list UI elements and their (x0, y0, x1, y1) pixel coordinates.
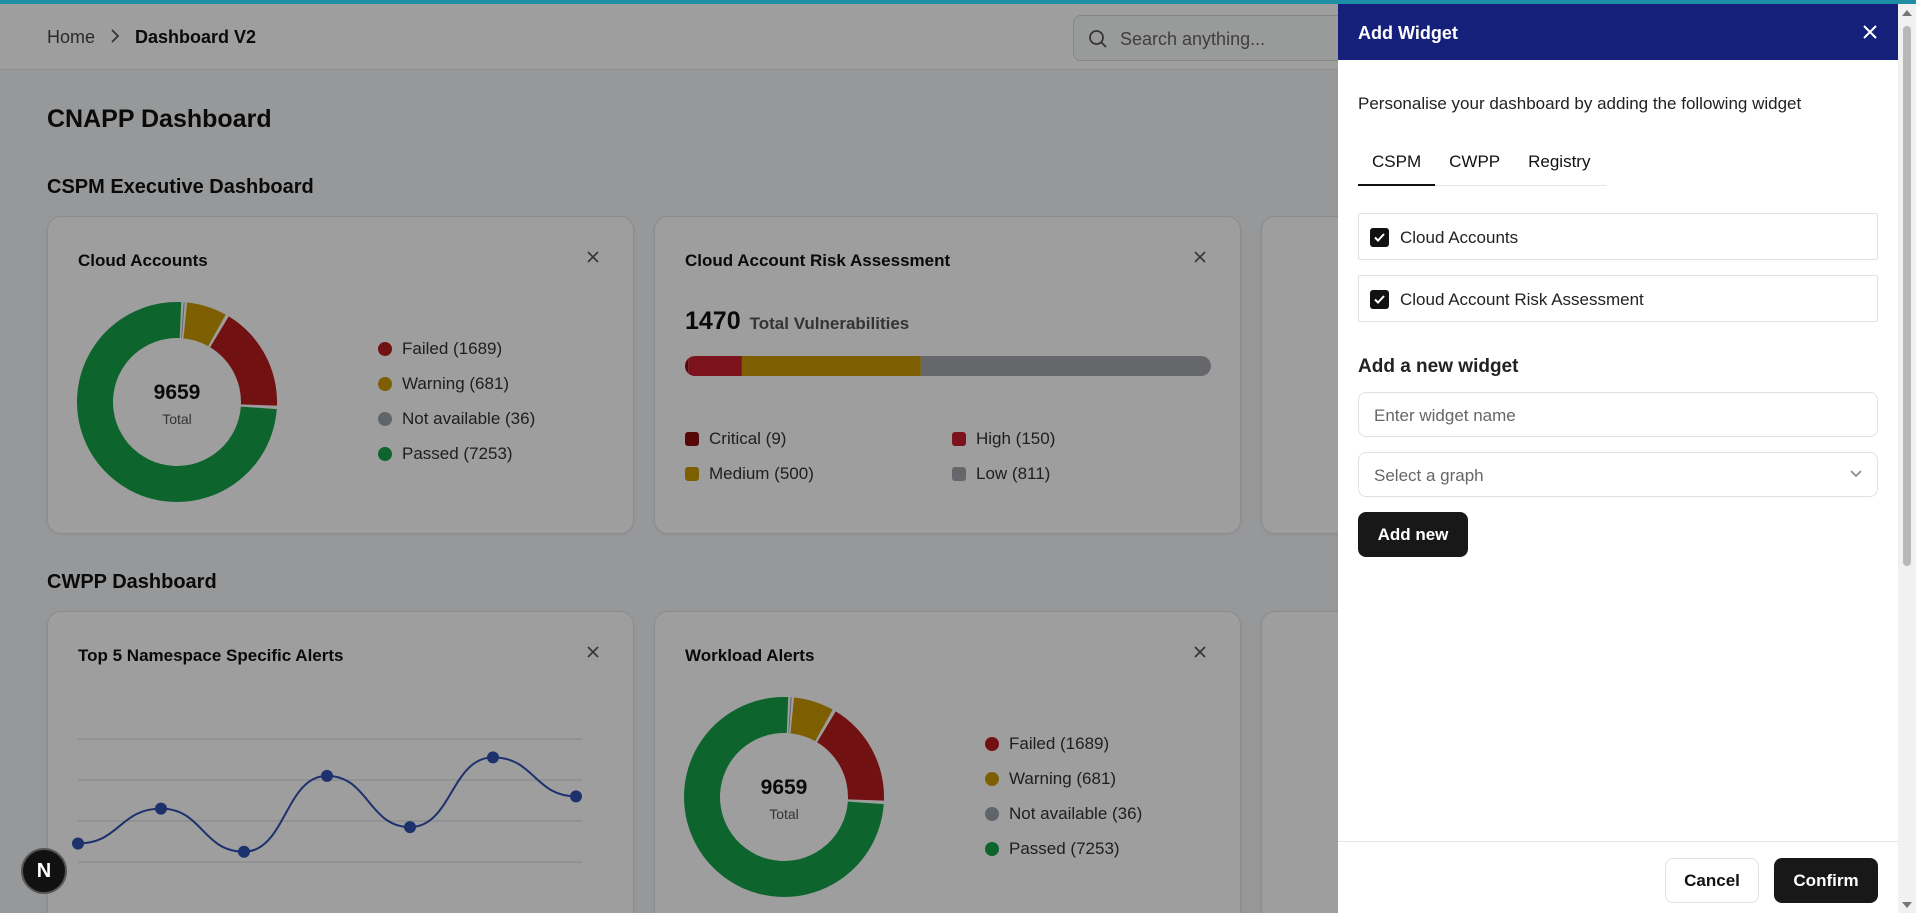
add-new-widget-title: Add a new widget (1358, 356, 1519, 377)
breadcrumb: Home Dashboard V2 (47, 27, 256, 48)
legend-critical: Critical (9) (685, 429, 786, 449)
page-scrollbar[interactable] (1898, 4, 1916, 913)
donut-total-label: Total (769, 806, 799, 822)
legend-warning: Warning (681) (985, 769, 1116, 789)
check-icon (1374, 233, 1385, 242)
legend-high: High (150) (952, 429, 1055, 449)
section-title-cspm: CSPM Executive Dashboard (47, 176, 314, 198)
legend-not-available: Not available (36) (378, 409, 535, 429)
bar-segment-low (920, 356, 1211, 376)
graph-select[interactable]: Select a graph (1358, 452, 1878, 497)
drawer-title: Add Widget (1358, 23, 1458, 43)
workload-alerts-donut (684, 697, 884, 897)
add-new-button[interactable]: Add new (1358, 512, 1468, 557)
vulnerability-total: 1470 Total Vulnerabilities (685, 307, 909, 336)
card-title: Top 5 Namespace Specific Alerts (78, 646, 344, 665)
donut-slice-warning (183, 302, 226, 347)
close-icon[interactable] (1858, 20, 1882, 44)
data-point (570, 790, 582, 803)
cloud-accounts-card: Cloud Accounts 9659 Total Failed (1689) … (47, 216, 634, 534)
namespace-line-chart (72, 738, 582, 863)
data-point (487, 751, 499, 764)
cloud-accounts-donut (76, 302, 277, 502)
section-title-cwpp: CWPP Dashboard (47, 571, 217, 593)
widget-option-risk-assessment[interactable]: Cloud Account Risk Assessment (1358, 275, 1878, 322)
card-title: Workload Alerts (685, 646, 815, 665)
legend-warning: Warning (681) (378, 374, 509, 394)
search-icon (1089, 30, 1107, 48)
namespace-alerts-card: Top 5 Namespace Specific Alerts (47, 611, 634, 913)
scrollbar-thumb[interactable] (1903, 26, 1911, 566)
total-label: Total Vulnerabilities (749, 314, 910, 333)
legend-failed: Failed (1689) (985, 734, 1109, 754)
bar-segment-medium (741, 356, 921, 376)
risk-assessment-card: Cloud Account Risk Assessment 1470 Total… (654, 216, 1241, 534)
tab-cwpp[interactable]: CWPP (1449, 152, 1501, 171)
confirm-button[interactable]: Confirm (1774, 858, 1878, 903)
legend-medium: Medium (500) (685, 464, 814, 484)
donut-slice-passed (684, 697, 884, 897)
chevron-down-icon (1850, 470, 1862, 478)
search-placeholder: Search anything... (1120, 29, 1266, 49)
top-accent-line (0, 0, 1916, 4)
data-point (404, 821, 416, 834)
widget-name-input[interactable]: Enter widget name (1358, 392, 1878, 437)
checkbox-checked[interactable] (1370, 290, 1389, 309)
legend-passed: Passed (7253) (985, 839, 1120, 859)
close-icon[interactable] (1190, 642, 1210, 662)
card-title: Cloud Account Risk Assessment (685, 251, 951, 270)
widget-option-label: Cloud Accounts (1400, 228, 1519, 247)
donut-total: 9659 (760, 776, 808, 799)
drawer-footer-divider (1338, 841, 1898, 842)
donut-total: 9659 (153, 381, 201, 404)
legend-not-available: Not available (36) (985, 804, 1142, 824)
legend-failed: Failed (1689) (378, 339, 502, 359)
data-point (321, 769, 333, 782)
donut-slice-not-available (788, 697, 792, 734)
bar-segment-high (688, 356, 742, 376)
tab-cspm[interactable]: CSPM (1358, 144, 1436, 186)
page-title: CNAPP Dashboard (47, 105, 272, 133)
tab-registry[interactable]: Registry (1528, 152, 1591, 171)
donut-slice-warning (790, 697, 833, 742)
next-dev-tools-button[interactable]: N (21, 848, 67, 894)
checkbox-checked[interactable] (1370, 228, 1389, 247)
legend-low: Low (811) (952, 464, 1050, 484)
widget-name-placeholder: Enter widget name (1374, 406, 1516, 425)
scroll-up-icon[interactable] (1902, 10, 1912, 16)
breadcrumb-home[interactable]: Home (47, 27, 96, 47)
breadcrumb-current: Dashboard V2 (135, 27, 257, 47)
graph-select-placeholder: Select a graph (1374, 466, 1484, 485)
donut-slice-not-available (181, 302, 185, 339)
scroll-down-icon[interactable] (1902, 902, 1912, 908)
legend-passed: Passed (7253) (378, 444, 513, 464)
risk-stacked-bar (685, 356, 1211, 376)
total-number: 1470 (685, 307, 741, 335)
data-point (72, 837, 84, 850)
data-point (155, 802, 167, 815)
widget-tabs: CSPM CWPP Registry (1358, 144, 1606, 186)
chevron-right-icon (95, 27, 135, 48)
card-title: Cloud Accounts (78, 251, 208, 270)
donut-total-label: Total (162, 411, 192, 427)
donut-slice-failed (210, 316, 277, 406)
bar-segment-critical (685, 356, 689, 376)
drawer-header: Add Widget (1338, 4, 1898, 60)
close-icon[interactable] (583, 247, 603, 267)
close-icon[interactable] (583, 642, 603, 662)
close-icon[interactable] (1190, 247, 1210, 267)
data-point (238, 845, 250, 858)
add-widget-drawer: Add Widget Personalise your dashboard by… (1338, 4, 1898, 913)
workload-alerts-card: Workload Alerts 9659 Total Failed (1689)… (654, 611, 1241, 913)
widget-option-label: Cloud Account Risk Assessment (1400, 290, 1644, 309)
widget-option-cloud-accounts[interactable]: Cloud Accounts (1358, 213, 1878, 260)
donut-slice-passed (76, 302, 277, 502)
donut-slice-failed (817, 711, 884, 801)
cancel-button[interactable]: Cancel (1665, 858, 1759, 903)
drawer-description: Personalise your dashboard by adding the… (1358, 94, 1802, 113)
check-icon (1374, 295, 1385, 304)
